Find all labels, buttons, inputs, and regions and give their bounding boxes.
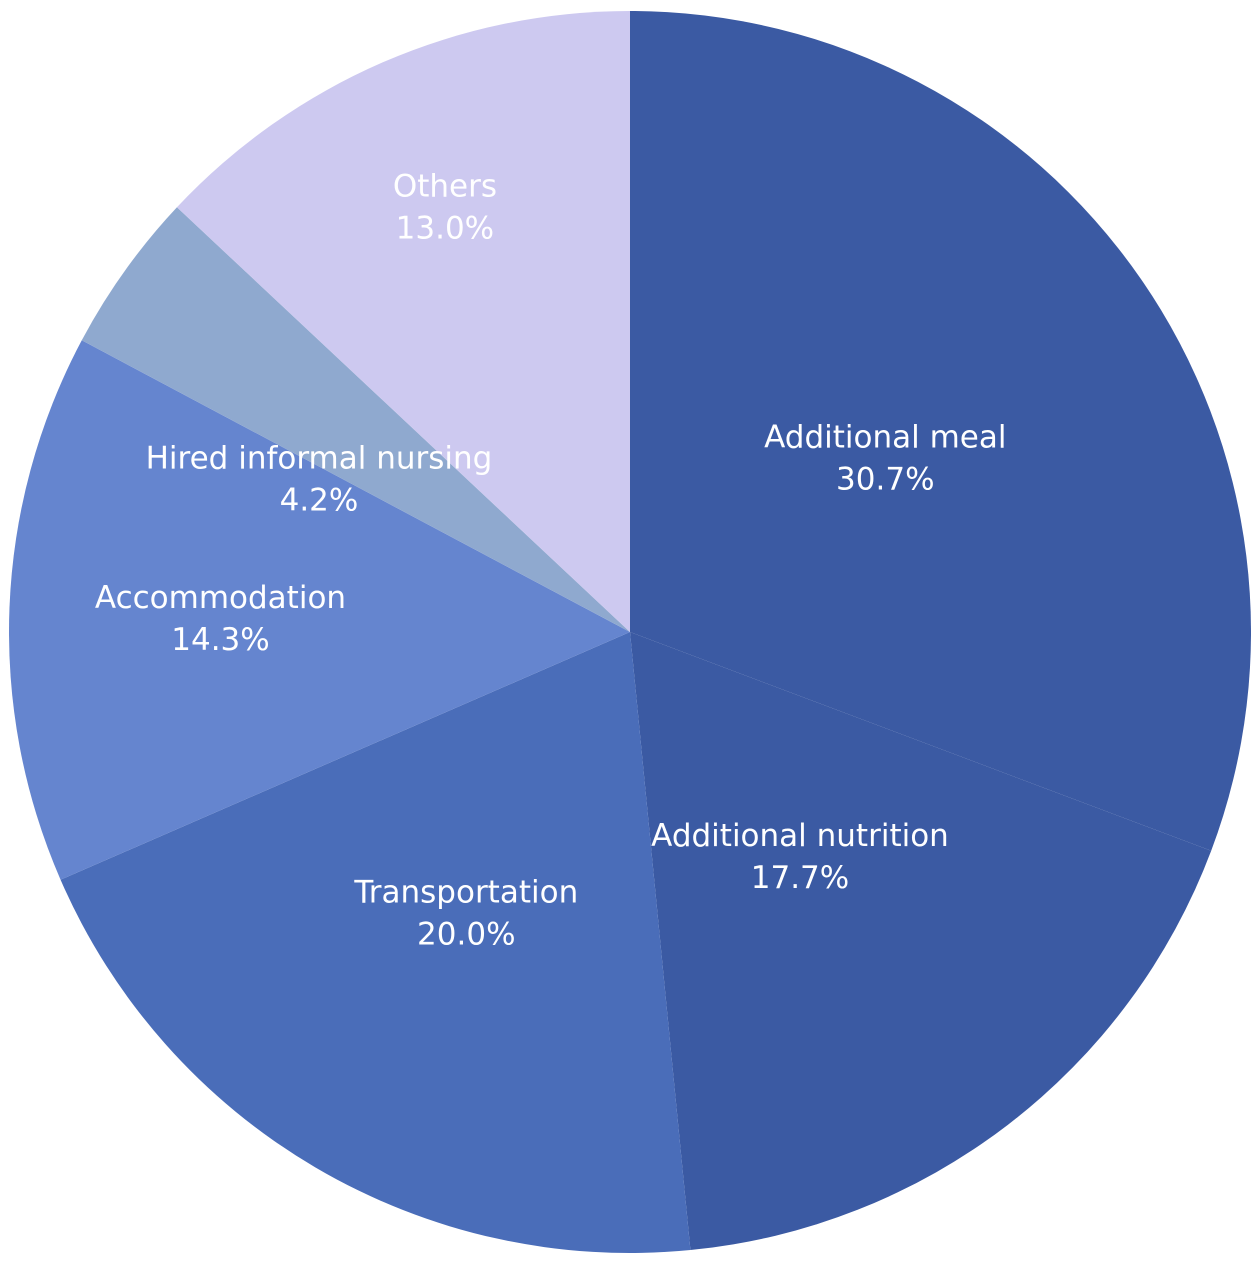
slice-value-label: 13.0% — [396, 211, 494, 247]
slice-label: Hired informal nursing — [146, 440, 493, 476]
slice-label: Additional meal — [764, 419, 1006, 455]
slice-label: Transportation — [353, 874, 578, 910]
pie-slices — [8, 11, 1252, 1253]
pie-slice-others — [176, 11, 630, 632]
slice-value-label: 14.3% — [171, 622, 269, 658]
slice-value-label: 4.2% — [280, 482, 359, 518]
pie-slice-accommodation — [8, 340, 631, 880]
slice-value-label: 20.0% — [417, 916, 515, 952]
pie-slice-additional-meal — [630, 11, 1252, 851]
slice-value-label: 17.7% — [751, 860, 849, 896]
pie-labels: Additional meal 30.7% Additional nutrition… — [95, 169, 1007, 953]
slice-label: Additional nutrition — [651, 818, 949, 854]
slice-value-label: 30.7% — [836, 461, 934, 497]
pie-slice-hired-informal-nursing — [81, 207, 630, 632]
slice-label: Accommodation — [95, 580, 346, 616]
pie-slice-additional-nutrition — [630, 632, 1212, 1251]
pie-slice-transportation — [60, 632, 691, 1253]
slice-label: Others — [393, 169, 497, 205]
